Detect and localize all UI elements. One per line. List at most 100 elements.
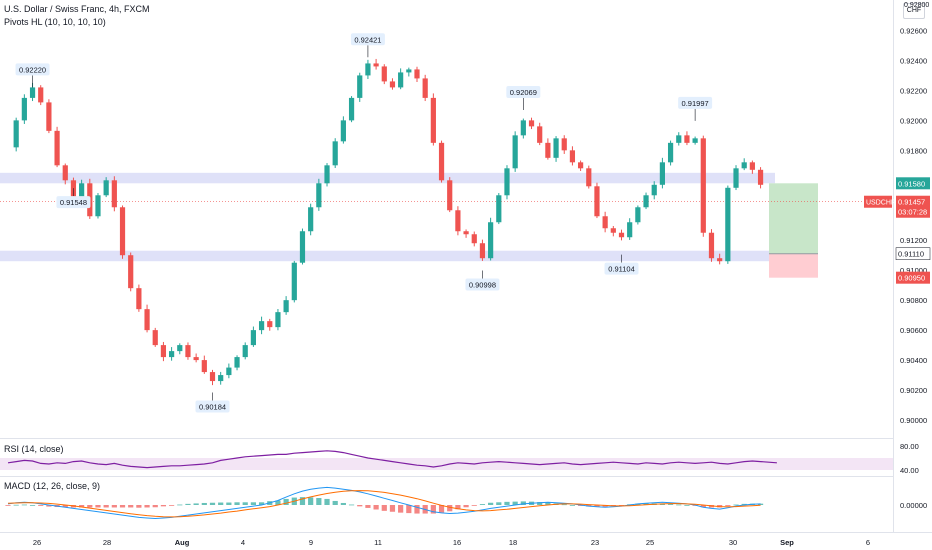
time-axis-tick: 9 — [309, 538, 313, 547]
macd-histogram-bar — [398, 505, 404, 513]
candle-body — [242, 345, 248, 358]
price-scale-label — [896, 271, 930, 284]
macd-histogram-bar — [299, 497, 306, 505]
pivot-label-box — [465, 278, 500, 291]
candle-body — [381, 66, 387, 82]
price-axis-tick: 0.91200 — [900, 236, 927, 245]
currency-selector[interactable]: 0.92800 CHF — [903, 2, 929, 19]
time-axis-tick: 30 — [729, 538, 737, 547]
time-axis-tick: 6 — [866, 538, 870, 547]
support-resistance-zone — [0, 250, 775, 262]
macd-histogram-bar — [520, 501, 526, 505]
macd-histogram-bar — [463, 505, 469, 508]
candle-body — [692, 138, 698, 143]
macd-histogram-bar — [455, 505, 461, 510]
macd-histogram-bar — [13, 504, 19, 506]
macd-histogram-bar — [226, 502, 232, 505]
target-zone — [769, 183, 818, 254]
macd-histogram-bar — [95, 505, 101, 508]
pivot-label: 0.90998 — [469, 280, 496, 289]
candle-body — [578, 162, 584, 169]
candle-body — [389, 81, 396, 88]
candle-body — [340, 120, 346, 142]
candle-body — [447, 180, 453, 211]
currency-label: CHF — [906, 7, 922, 14]
time-axis-tick: 25 — [646, 538, 654, 547]
macd-histogram-bar — [250, 502, 256, 505]
price-axis-tick: 0.92600 — [900, 26, 927, 35]
candle-body — [635, 207, 641, 223]
macd-histogram-bar — [193, 503, 199, 505]
pivot-label: 0.91548 — [60, 198, 87, 207]
candle-body — [528, 120, 535, 127]
candle-body — [553, 138, 559, 158]
pivot-label-box — [604, 262, 639, 275]
candle-body — [267, 321, 273, 328]
macd-histogram-bar — [308, 497, 314, 505]
candle-body — [226, 367, 232, 376]
candle-body — [169, 351, 175, 358]
candle-body — [283, 300, 289, 313]
candle-body — [471, 234, 477, 244]
candle-body — [643, 195, 649, 208]
candle-body — [684, 135, 690, 143]
macd-histogram-bar — [684, 505, 690, 506]
macd-histogram-bar — [332, 500, 338, 505]
macd-histogram-bar — [504, 501, 510, 505]
macd-histogram-bar — [389, 505, 396, 512]
candle-body — [651, 184, 657, 196]
macd-histogram-bar — [496, 502, 502, 505]
candle-body — [741, 162, 747, 169]
pivot-label: 0.92069 — [510, 88, 537, 97]
rsi-legend: RSI (14, close) — [4, 444, 64, 454]
macd-histogram-bar — [46, 505, 52, 507]
price-axis-tick: 0.91800 — [900, 146, 927, 155]
macd-histogram-bar — [373, 505, 379, 510]
candle-body — [316, 183, 322, 208]
candle-body — [757, 169, 764, 185]
macd-histogram-bar — [471, 505, 477, 506]
macd-histogram-bar — [21, 504, 27, 506]
candle-body — [95, 195, 101, 217]
candle-body — [569, 150, 576, 163]
macd-histogram-bar — [283, 498, 289, 505]
price-axis-tick: 0.90200 — [900, 386, 927, 395]
macd-histogram-bar — [348, 504, 355, 506]
macd-histogram-bar — [185, 503, 191, 505]
candle-body — [520, 120, 526, 136]
candle-body — [250, 330, 256, 346]
price-axis-tick: 0.92000 — [900, 116, 927, 125]
candle-body — [111, 180, 117, 208]
macd-histogram-bar — [741, 503, 747, 505]
candle-body — [291, 262, 297, 301]
macd-histogram-bar — [479, 504, 486, 505]
candle-body — [160, 345, 167, 358]
candle-body — [561, 138, 567, 151]
candle-body — [324, 165, 330, 184]
pivot-label: 0.90184 — [199, 402, 226, 411]
macd-histogram-bar — [103, 505, 109, 508]
pivot-label: 0.91997 — [682, 99, 709, 108]
rsi-line — [7, 450, 777, 469]
macd-histogram-bar — [136, 505, 142, 508]
candle-body — [512, 135, 518, 169]
candle-body — [357, 75, 363, 98]
candle-body — [398, 72, 404, 88]
indicator-label: Pivots HL (10, 10, 10, 10) — [4, 17, 106, 27]
candle-body — [455, 210, 461, 232]
candle-body — [275, 312, 281, 328]
macd-histogram-bar — [545, 502, 551, 505]
macd-histogram-bar — [381, 505, 387, 511]
candle-body — [610, 228, 616, 233]
price-axis-tick: 0.92200 — [900, 86, 927, 95]
time-axis-tick: 18 — [509, 538, 517, 547]
pivot-label-box — [15, 63, 50, 76]
candle-body — [545, 142, 551, 158]
candle-body — [406, 69, 412, 73]
symbol-tag-label: USDCHF — [866, 200, 895, 207]
price-scale-label-text: 0.91580 — [898, 179, 925, 188]
time-axis-tick: 4 — [241, 538, 245, 547]
macd-histogram-bar — [438, 505, 445, 513]
macd-histogram-bar — [430, 505, 436, 514]
